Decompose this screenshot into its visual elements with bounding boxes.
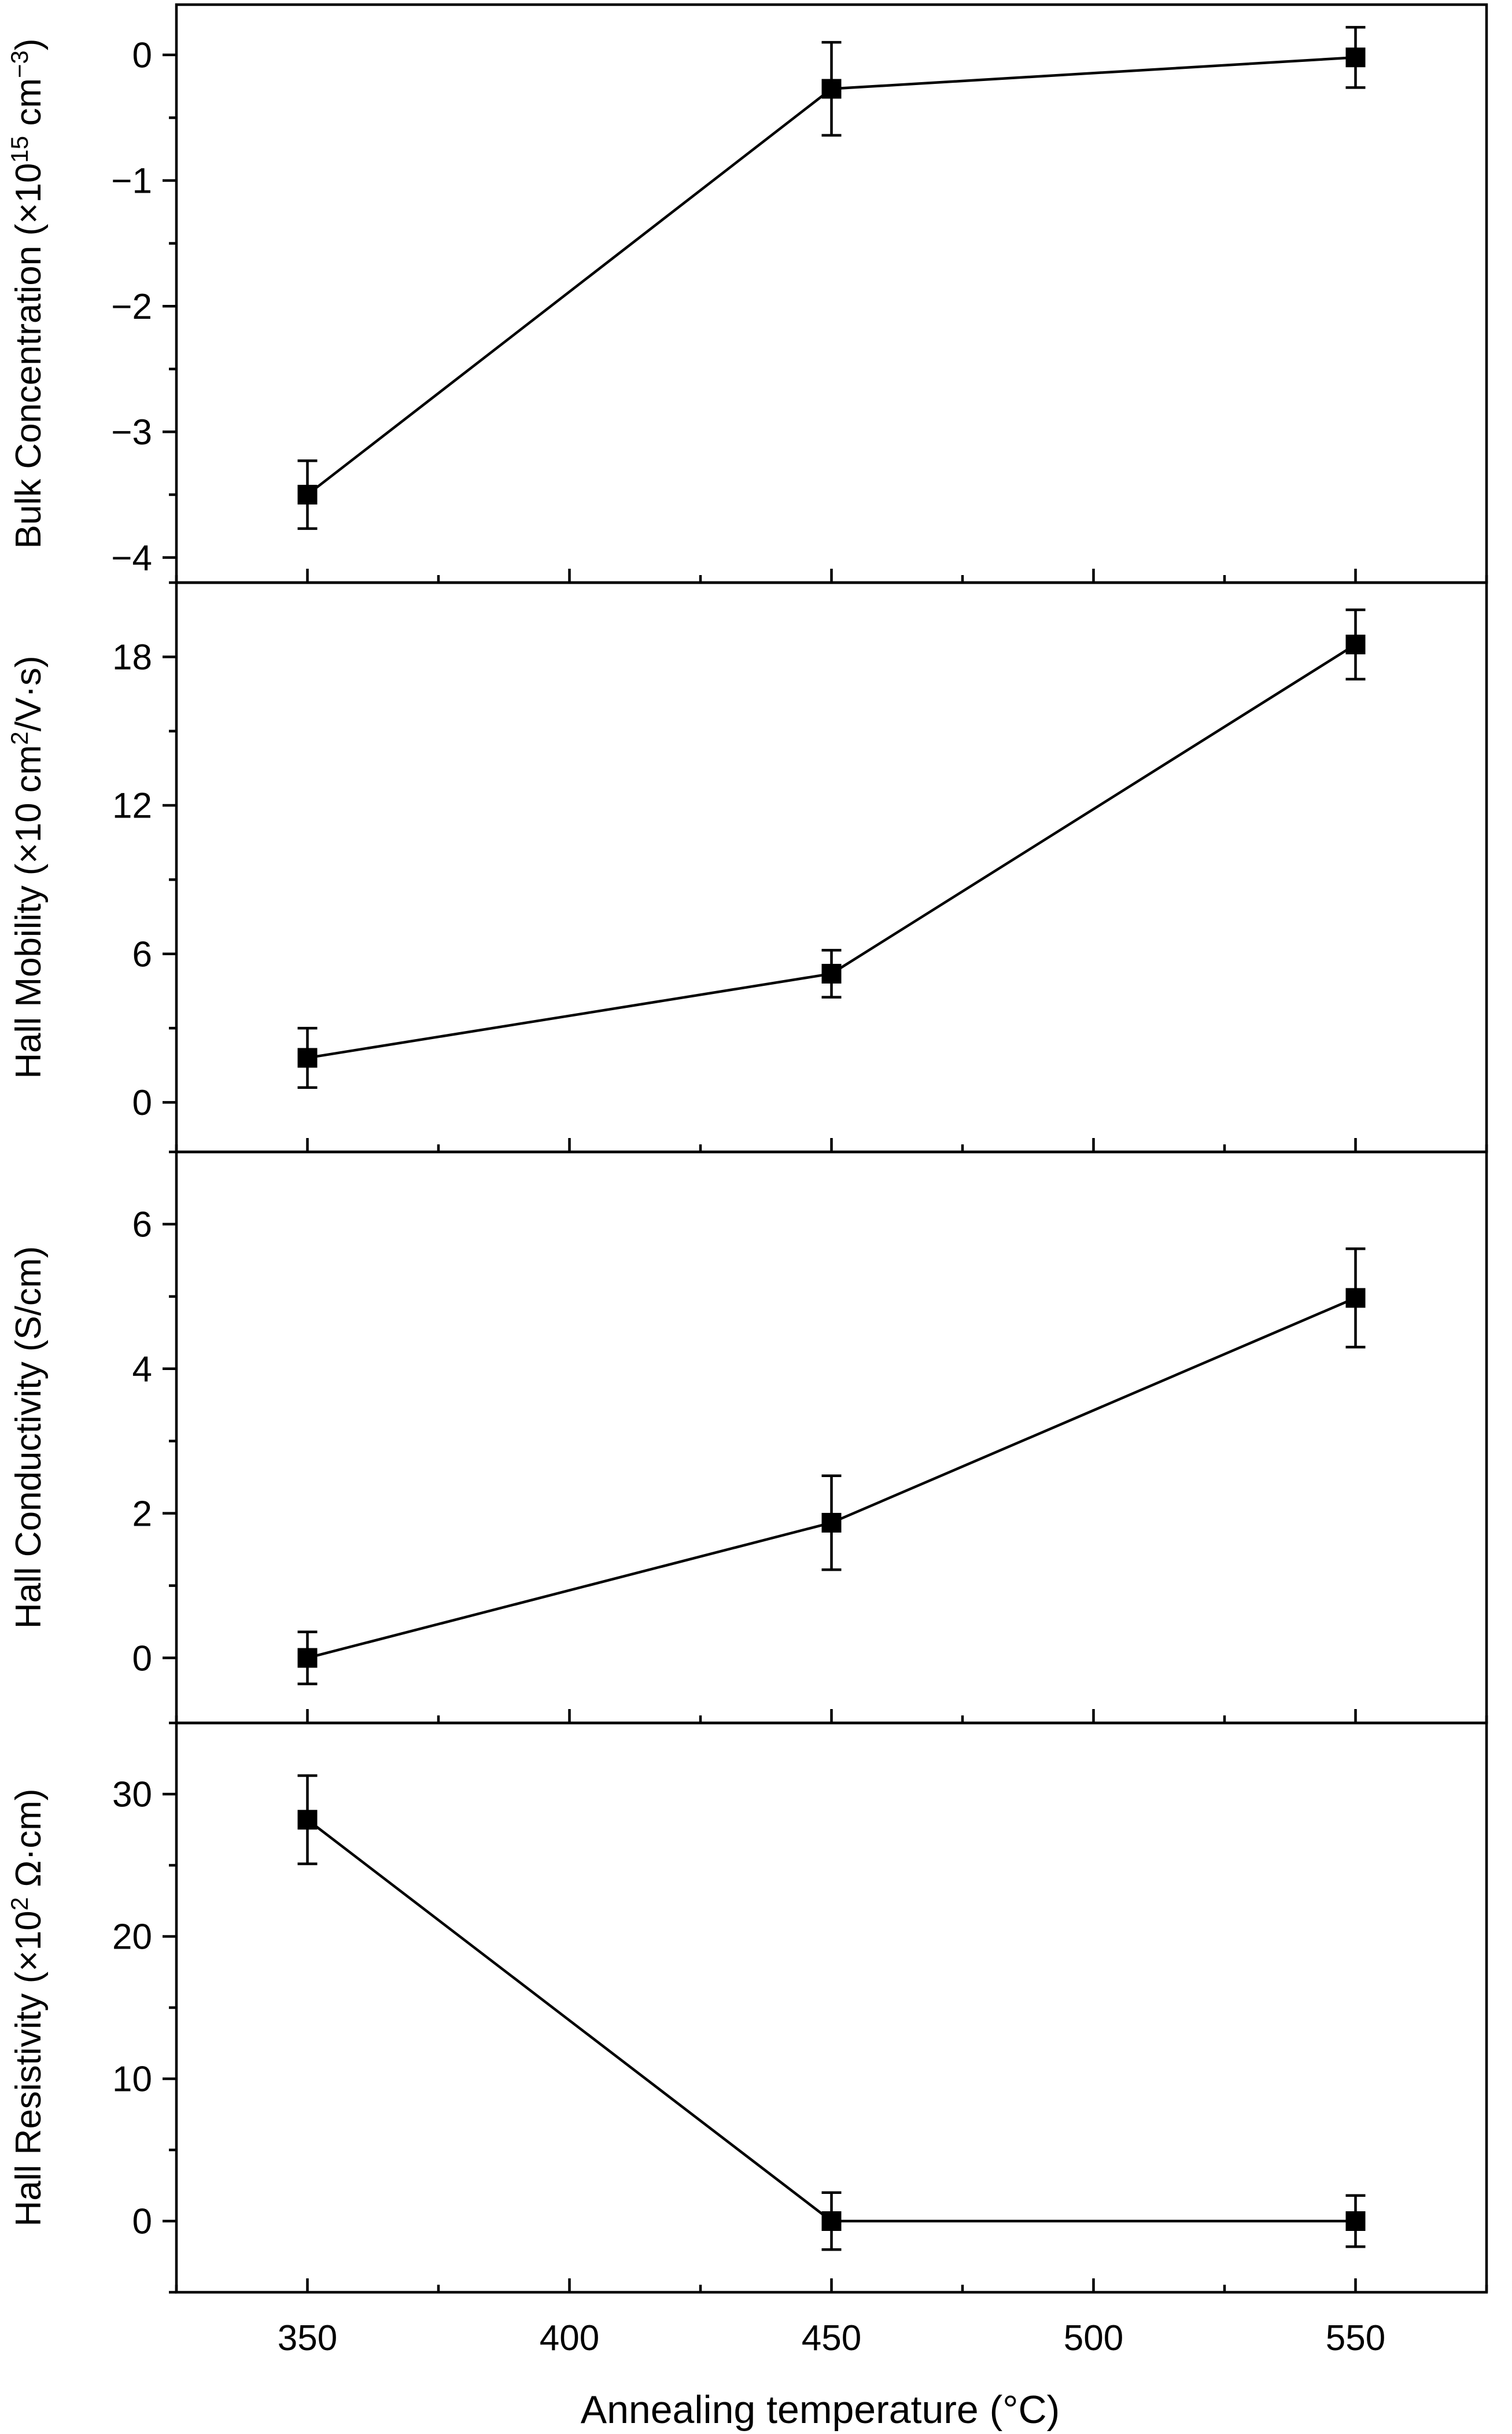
data-point <box>1345 1288 1366 1308</box>
y-tick-label: 6 <box>132 934 152 974</box>
y-tick-label: 20 <box>112 1917 152 1957</box>
x-tick-labels: 350 400 450 500 550 <box>278 2318 1385 2358</box>
y-axis-title-part: cm <box>9 78 49 136</box>
y-tick-label: 30 <box>112 1775 152 1815</box>
y-axis-title: Bulk Concentration (×1015 cm−3) <box>6 38 49 548</box>
y-tick-label: −4 <box>111 538 152 578</box>
y-axis-title-part: /V·s) <box>9 656 49 731</box>
y-tick-label: 0 <box>132 36 152 76</box>
chart-panel-3: 0 2 4 6 Hall Conductivity (S/cm) <box>9 1150 1488 1725</box>
data-point <box>1345 634 1366 654</box>
x-tick-label: 400 <box>540 2318 599 2358</box>
data-point <box>821 963 842 984</box>
data-point <box>1345 47 1366 68</box>
y-axis-title: Hall Conductivity (S/cm) <box>9 1246 49 1629</box>
y-tick-label: 4 <box>132 1350 152 1390</box>
y-axis-title-part: 2 <box>6 731 33 745</box>
chart-panel-4: 0 10 20 30 Hall Resistivity (×102 Ω·cm) <box>6 1721 1488 2294</box>
data-point <box>821 1512 842 1533</box>
y-tick-label: 12 <box>112 786 152 826</box>
y-axis-title-part: Hall Resistivity (×10 <box>9 1910 49 2226</box>
y-axis-title-part: Hall Mobility (×10 cm <box>9 745 49 1079</box>
data-point <box>297 484 318 505</box>
y-axis-title: Hall Mobility (×10 cm2/V·s) <box>6 656 49 1078</box>
data-point <box>297 1048 318 1068</box>
x-tick-label: 450 <box>802 2318 861 2358</box>
y-axis-title-part: 2 <box>6 1897 33 1910</box>
plot-frame <box>175 581 1488 1154</box>
y-tick-label: 0 <box>132 2202 152 2242</box>
y-axis-title-part: −3 <box>6 50 33 78</box>
y-tick-label: 2 <box>132 1494 152 1534</box>
y-tick-label: 10 <box>112 2060 152 2100</box>
x-tick-label: 350 <box>278 2318 337 2358</box>
x-tick-label: 500 <box>1064 2318 1123 2358</box>
y-tick-label: −3 <box>111 413 152 452</box>
data-point <box>821 2211 842 2231</box>
y-axis-title-part: 15 <box>6 136 33 163</box>
data-point <box>297 1648 318 1668</box>
y-axis-title-part: ) <box>9 38 49 50</box>
chart-panel-2: 0 6 12 18 Hall Mobility (×10 cm2/V·s) <box>6 581 1488 1154</box>
y-tick-label: −2 <box>111 287 152 327</box>
series-line <box>307 1818 1356 2223</box>
y-tick-label: 0 <box>132 1083 152 1123</box>
y-tick-label: 6 <box>132 1205 152 1245</box>
plot-frame <box>175 1150 1488 1725</box>
y-axis-title-part: Ω·cm) <box>9 1789 49 1898</box>
y-axis-title: Hall Resistivity (×102 Ω·cm) <box>6 1789 49 2227</box>
data-point <box>1345 2211 1366 2231</box>
y-tick-label: −1 <box>111 161 152 201</box>
y-tick-label: 0 <box>132 1638 152 1678</box>
x-axis-title: Annealing temperature (°C) <box>581 2388 1060 2432</box>
data-point <box>821 79 842 99</box>
y-axis-title-part: Bulk Concentration (×10 <box>9 163 49 549</box>
x-tick-label: 550 <box>1326 2318 1385 2358</box>
y-tick-label: 18 <box>112 638 152 677</box>
y-axis-title-part: Hall Conductivity (S/cm) <box>9 1246 49 1629</box>
data-point <box>297 1810 318 1830</box>
